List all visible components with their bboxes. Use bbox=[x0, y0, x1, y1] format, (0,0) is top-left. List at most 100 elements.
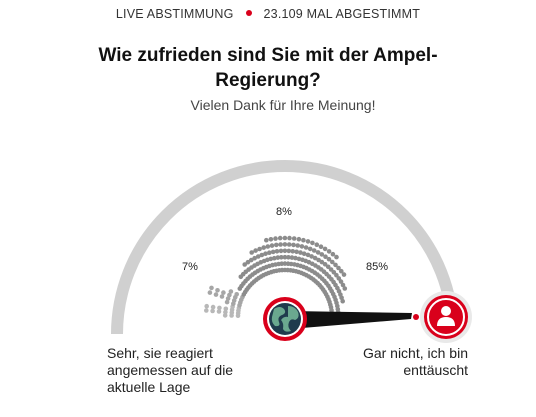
dot-middle bbox=[219, 294, 225, 299]
dot-right bbox=[245, 259, 251, 265]
dot-right bbox=[282, 235, 288, 241]
dot-right bbox=[253, 248, 258, 253]
dot-right bbox=[342, 286, 348, 291]
dot-right bbox=[312, 255, 318, 261]
dot-right bbox=[299, 244, 305, 249]
globe-icon[interactable] bbox=[263, 297, 307, 341]
dot-right bbox=[309, 254, 314, 259]
dot-middle bbox=[224, 299, 230, 305]
share-label-left: 7% bbox=[182, 261, 198, 273]
dot-right bbox=[264, 237, 269, 243]
dot-left bbox=[223, 306, 229, 312]
dot-right bbox=[341, 272, 347, 277]
dot-left bbox=[204, 303, 209, 309]
dot-middle bbox=[209, 285, 214, 291]
dot-right bbox=[330, 259, 335, 265]
dot-left bbox=[210, 304, 216, 310]
dot-right bbox=[272, 255, 277, 261]
dot-right bbox=[340, 298, 346, 304]
vote-count: 23.109 MAL ABGESTIMMT bbox=[263, 7, 421, 21]
live-label: LIVE ABSTIMMUNG bbox=[115, 7, 234, 21]
dot-right bbox=[334, 272, 339, 278]
dot-right bbox=[268, 256, 274, 262]
dot-left bbox=[216, 309, 222, 314]
share-label-middle: 8% bbox=[276, 206, 292, 218]
dot-right bbox=[296, 236, 302, 242]
dot-right bbox=[263, 251, 268, 256]
user-icon[interactable] bbox=[420, 291, 472, 343]
dot-right bbox=[301, 237, 306, 243]
dot-right bbox=[295, 243, 301, 248]
dot-right bbox=[268, 237, 274, 242]
dot-right bbox=[287, 235, 292, 241]
dot-right bbox=[255, 254, 261, 259]
dot-right bbox=[274, 249, 280, 254]
dot-right bbox=[333, 262, 338, 268]
dot-right bbox=[265, 244, 271, 249]
dot-right bbox=[336, 276, 342, 281]
scale-label-left: Sehr, sie reagiert angemessen auf die ak… bbox=[107, 345, 234, 395]
dot-right bbox=[282, 248, 288, 254]
dot-right bbox=[336, 265, 341, 271]
dot-right bbox=[282, 261, 288, 266]
dot-right bbox=[305, 239, 311, 244]
live-dot-icon bbox=[245, 10, 252, 16]
dot-left bbox=[217, 305, 222, 311]
dot-right bbox=[278, 248, 284, 254]
dot-right bbox=[259, 252, 265, 258]
dot-right bbox=[316, 257, 321, 263]
dot-right bbox=[326, 256, 332, 262]
dot-middle bbox=[234, 292, 239, 297]
needle-tip-icon bbox=[413, 314, 419, 320]
dot-middle bbox=[228, 289, 234, 294]
dot-right bbox=[275, 255, 281, 260]
dot-middle bbox=[221, 290, 226, 295]
gauge-arc bbox=[111, 160, 459, 335]
dot-right bbox=[249, 250, 254, 255]
dot-right bbox=[286, 254, 291, 260]
dot-right bbox=[322, 246, 328, 252]
dot-right bbox=[340, 282, 346, 288]
dot-right bbox=[291, 236, 297, 241]
dot-right bbox=[311, 248, 317, 253]
dot-middle bbox=[225, 296, 231, 301]
dot-right bbox=[273, 236, 278, 241]
dot-right bbox=[298, 250, 303, 255]
dot-right bbox=[252, 255, 257, 261]
dot-right bbox=[319, 252, 325, 257]
dot-left bbox=[222, 313, 228, 318]
dot-right bbox=[277, 235, 283, 241]
dot-right bbox=[282, 242, 288, 247]
dot-right bbox=[301, 251, 307, 256]
dot-right bbox=[286, 248, 292, 254]
dot-right bbox=[310, 240, 315, 246]
dot-right bbox=[274, 242, 279, 248]
dot-right bbox=[338, 279, 344, 284]
dot-left bbox=[210, 308, 215, 314]
dot-right bbox=[269, 243, 275, 248]
dot-right bbox=[279, 261, 285, 267]
dot-right bbox=[282, 254, 288, 260]
dot-middle bbox=[215, 288, 220, 293]
dot-right bbox=[307, 246, 313, 252]
dot-right bbox=[294, 249, 299, 255]
thank-you-message: Vielen Dank für Ihre Meinung! bbox=[190, 97, 376, 113]
dot-right bbox=[319, 259, 325, 265]
dots-left-group bbox=[204, 303, 242, 319]
dot-right bbox=[315, 250, 321, 255]
dot-right bbox=[322, 262, 328, 267]
dot-right bbox=[303, 245, 309, 250]
dot-right bbox=[286, 242, 292, 247]
dot-left bbox=[204, 308, 209, 313]
dot-right bbox=[326, 249, 332, 254]
dots-middle-group bbox=[207, 285, 245, 308]
dot-right bbox=[323, 254, 328, 259]
poll-question: Wie zufrieden sind Sie mit der Ampel-Reg… bbox=[98, 45, 438, 91]
dot-right bbox=[291, 242, 296, 248]
dot-right bbox=[314, 242, 320, 247]
dot-middle bbox=[207, 290, 213, 295]
vote-status-bar: LIVE ABSTIMMUNG 23.109 MAL ABGESTIMMT bbox=[0, 7, 536, 21]
dot-right bbox=[270, 249, 276, 255]
dot-right bbox=[325, 264, 331, 270]
